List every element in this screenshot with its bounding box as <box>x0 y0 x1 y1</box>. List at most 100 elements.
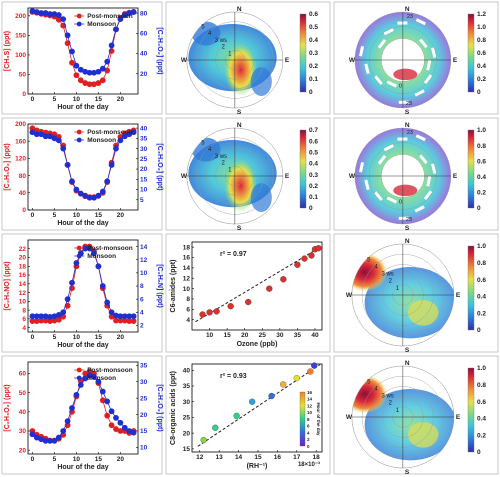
data-gap <box>415 134 426 142</box>
scatter-point <box>311 362 318 369</box>
y-left-tick-label: 20 <box>19 447 27 454</box>
legend-monsoon: Monsoon <box>87 253 116 260</box>
compass-n: N <box>405 238 410 245</box>
y-left-axis-label: [C₄H₆O₂] (ppt) <box>4 143 11 190</box>
line-chart: 0 5 10 15 20 20 30 40 50 60 10 15 20 25 30 35 Hour of th… <box>4 361 163 471</box>
colorbar-tick-label: 0.2 <box>477 310 486 317</box>
panel-frame <box>333 355 499 475</box>
r-squared-annotation: r² = 0.97 <box>220 251 247 258</box>
scatter-point <box>213 308 220 315</box>
x-tick-label: 18 <box>313 454 321 461</box>
data-point-monsoon <box>69 279 75 286</box>
colorbar-tick-label: 0.1 <box>309 194 318 201</box>
data-gap <box>419 38 428 49</box>
y-tick-label: 10 <box>183 286 191 293</box>
x-tick-label: 25 <box>259 332 267 339</box>
y-right-tick-label: 15 <box>140 176 148 183</box>
hour-label: 23 <box>406 101 412 107</box>
ring-label: 5 <box>367 379 371 385</box>
colorbar-tick-label: 0.8 <box>477 37 486 44</box>
ring-label: 1 <box>396 286 400 292</box>
scatter-point <box>233 412 240 420</box>
y-right-tick-label: 35 <box>140 362 148 369</box>
data-point-monsoon <box>117 419 124 426</box>
data-point-monsoon <box>99 388 106 395</box>
y-right-tick-label: 14 <box>140 244 148 251</box>
data-gap <box>386 196 398 204</box>
data-gap <box>377 154 387 165</box>
legend-swatch-post-monsoon <box>76 13 82 19</box>
y-left-axis-label: [C₂H₃O₂] (ppt) <box>4 384 11 431</box>
data-point-monsoon <box>95 68 102 75</box>
colorbar-tick-label: 1.0 <box>477 127 486 134</box>
compass-s: S <box>237 109 242 116</box>
data-point-monsoon <box>91 373 97 380</box>
x-tick-label: 5 <box>53 96 57 103</box>
y-left-tick-label: 160 <box>15 138 26 145</box>
y-right-tick-label: 40 <box>140 125 148 132</box>
legend-swatch-monsoon <box>76 253 82 259</box>
compass-w: W <box>349 57 356 64</box>
data-point-post-monsoon <box>130 318 137 324</box>
data-point-monsoon <box>104 398 111 405</box>
field-blob <box>407 422 439 448</box>
panel-frame <box>1 355 163 475</box>
y-left-tick-label: 0 <box>22 91 26 98</box>
x-tick-label: 35 <box>294 332 302 339</box>
colorbar-tick-label: 1.0 <box>477 365 486 372</box>
data-point-monsoon <box>104 178 111 185</box>
ring-label: 5 <box>201 140 205 146</box>
y-right-axis-label: [C₃H₄O₂] (ppt) <box>156 384 163 431</box>
scatter-point <box>293 374 300 382</box>
colorbar-tick-label: 0.4 <box>309 161 318 168</box>
data-point-monsoon <box>99 65 106 72</box>
series-line-monsoon <box>32 248 134 318</box>
scatter-point <box>301 255 308 262</box>
colorbar-tick-label: 0 <box>309 205 313 212</box>
data-point-monsoon <box>73 260 80 266</box>
colorbar-tick-label: 0.2 <box>309 183 318 190</box>
plot-area <box>191 363 323 453</box>
y-axis-label: C8-organic acids (ppt) <box>170 371 177 445</box>
ring-label: 2 <box>221 161 225 167</box>
data-point-monsoon <box>64 418 71 425</box>
y-right-tick-label: 35 <box>140 136 148 143</box>
data-point-post-monsoon <box>104 412 111 419</box>
hour-label: 23 <box>407 14 413 20</box>
hour-colorbar-tick: 14 <box>307 397 313 402</box>
panel-frame <box>1 1 163 115</box>
x-tick-label: 5 <box>53 212 57 219</box>
compass-s: S <box>237 225 242 232</box>
colorbar-tick-label: 0.2 <box>477 76 486 83</box>
y-left-tick-label: 80 <box>19 173 27 180</box>
data-point-monsoon <box>60 145 67 152</box>
polar-field <box>351 252 454 339</box>
x-tick-label: 5 <box>53 334 57 341</box>
data-point-monsoon <box>95 263 102 270</box>
data-gap <box>383 28 394 36</box>
compass-e: E <box>285 57 290 64</box>
compass-e: E <box>453 173 458 180</box>
data-gap <box>398 100 409 104</box>
ring-label: 4 <box>208 31 212 37</box>
legend-post-monsoon: Post-monsoon <box>87 129 133 136</box>
y-right-tick-label: 40 <box>140 51 148 58</box>
data-gap <box>364 63 370 75</box>
hour-label: 23 <box>406 217 412 223</box>
compass-w: W <box>181 57 188 64</box>
colorbar-tick-label: 0.6 <box>477 277 486 284</box>
compass-w: W <box>346 292 353 299</box>
compass-w: W <box>346 414 353 421</box>
hour-colorbar <box>299 391 306 447</box>
y-left-tick-label: 100 <box>15 52 26 59</box>
data-point-monsoon <box>73 186 80 193</box>
ring-hotspot <box>393 184 418 197</box>
x-tick-label: 10 <box>73 212 81 219</box>
x-axis-label: Hour of the day <box>57 464 108 471</box>
hour-label: 0 <box>399 200 402 206</box>
y-tick-label: 8 <box>186 296 190 303</box>
line-chart: 0 5 10 15 2004080120160200510152025303540Hou… <box>4 121 163 227</box>
x-tick-label: 15 <box>95 456 103 463</box>
legend-swatch-post-monsoon <box>76 245 82 251</box>
